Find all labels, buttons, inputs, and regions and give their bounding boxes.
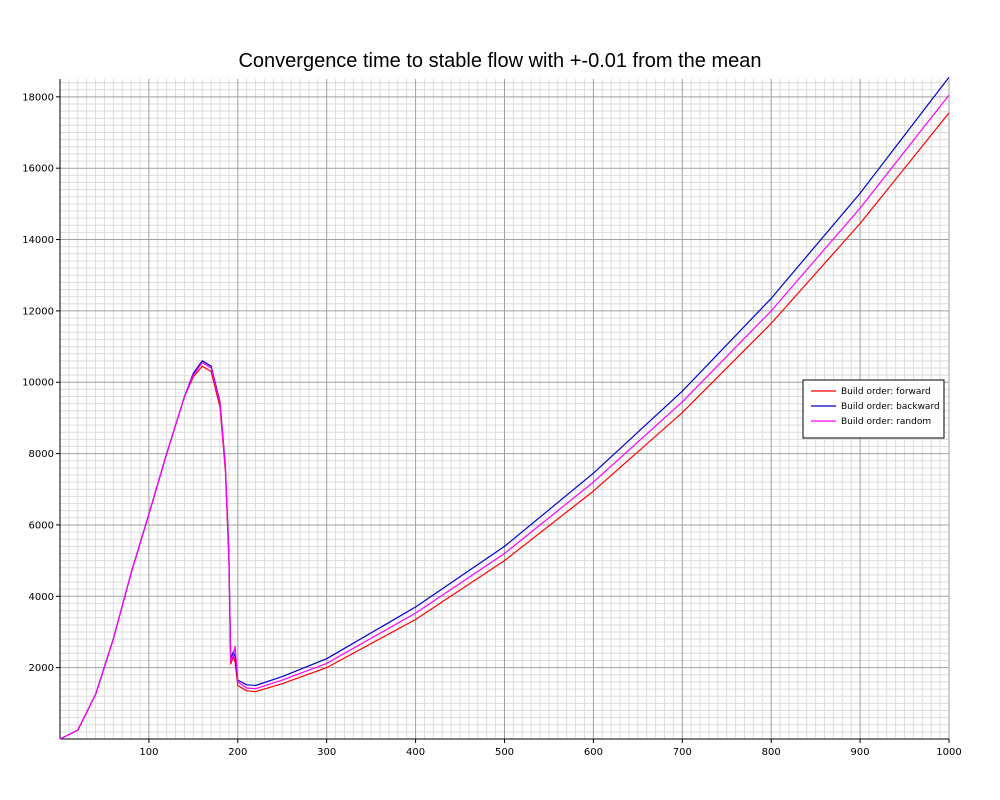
series-lines (59, 76, 950, 740)
y-tick-label: 6000 (29, 520, 54, 531)
y-tick-label: 12000 (22, 306, 54, 317)
x-tick-label: 100 (139, 747, 158, 758)
x-tick-label: 800 (762, 747, 781, 758)
y-tick-label: 18000 (22, 92, 54, 103)
x-tick-label: 200 (228, 747, 247, 758)
series-line-3 (59, 94, 950, 740)
chart-title: Convergence time to stable flow with +-0… (238, 50, 762, 72)
legend-label-2: Build order: backward (841, 402, 940, 412)
x-tick-label: 400 (406, 747, 425, 758)
x-tick-label: 600 (584, 747, 603, 758)
tick-labels: 100 200 300 400 500 600 700 800 900 1000 2000 4000 6… (22, 92, 962, 758)
x-tick-label: 700 (673, 747, 692, 758)
y-tick-label: 10000 (22, 378, 54, 389)
y-tick-label: 2000 (29, 663, 54, 674)
x-tick-label: 900 (851, 747, 870, 758)
legend-label-1: Build order: forward (841, 387, 931, 397)
y-tick-label: 4000 (29, 592, 54, 603)
legend: Build order: forward Build order: backwar… (802, 379, 945, 439)
x-tick-label: 500 (495, 747, 514, 758)
y-tick-label: 14000 (22, 235, 54, 246)
x-tick-label: 300 (317, 747, 336, 758)
legend-box (802, 379, 945, 439)
y-tick-label: 16000 (22, 164, 54, 175)
major-gridlines (60, 79, 950, 739)
legend-label-3: Build order: random (841, 417, 931, 427)
y-tick-label: 8000 (29, 449, 54, 460)
x-tick-label: 1000 (936, 747, 961, 758)
